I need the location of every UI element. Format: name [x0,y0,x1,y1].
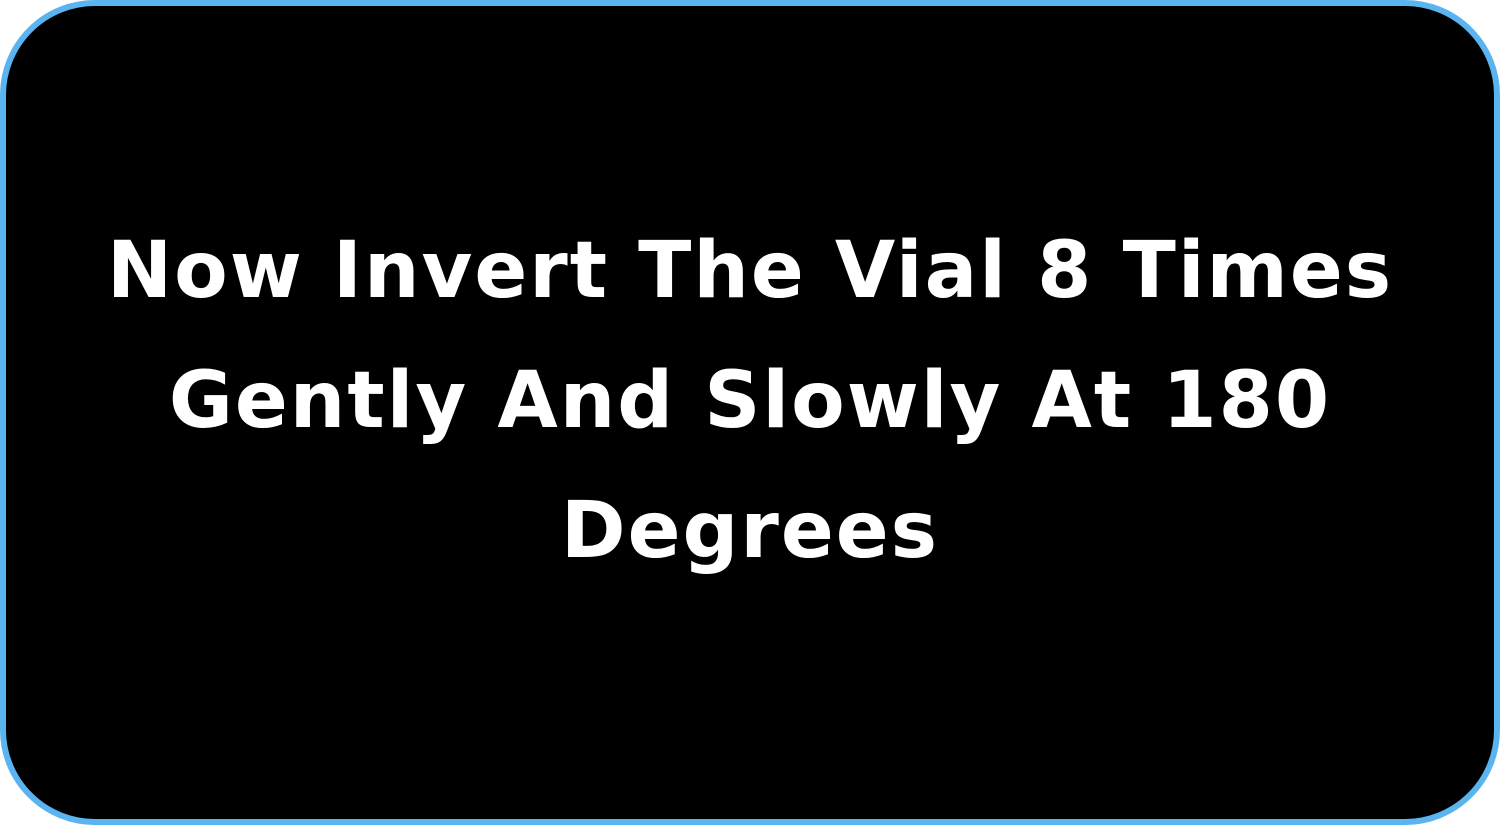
caption-line-1: Now Invert The Vial 8 Times [106,225,1394,316]
caption-line-3: Degrees [560,485,940,576]
caption-line-2: Gently And Slowly At 180 [168,355,1332,446]
instruction-caption: Now Invert The Vial 8 Times Gently And S… [90,206,1410,596]
